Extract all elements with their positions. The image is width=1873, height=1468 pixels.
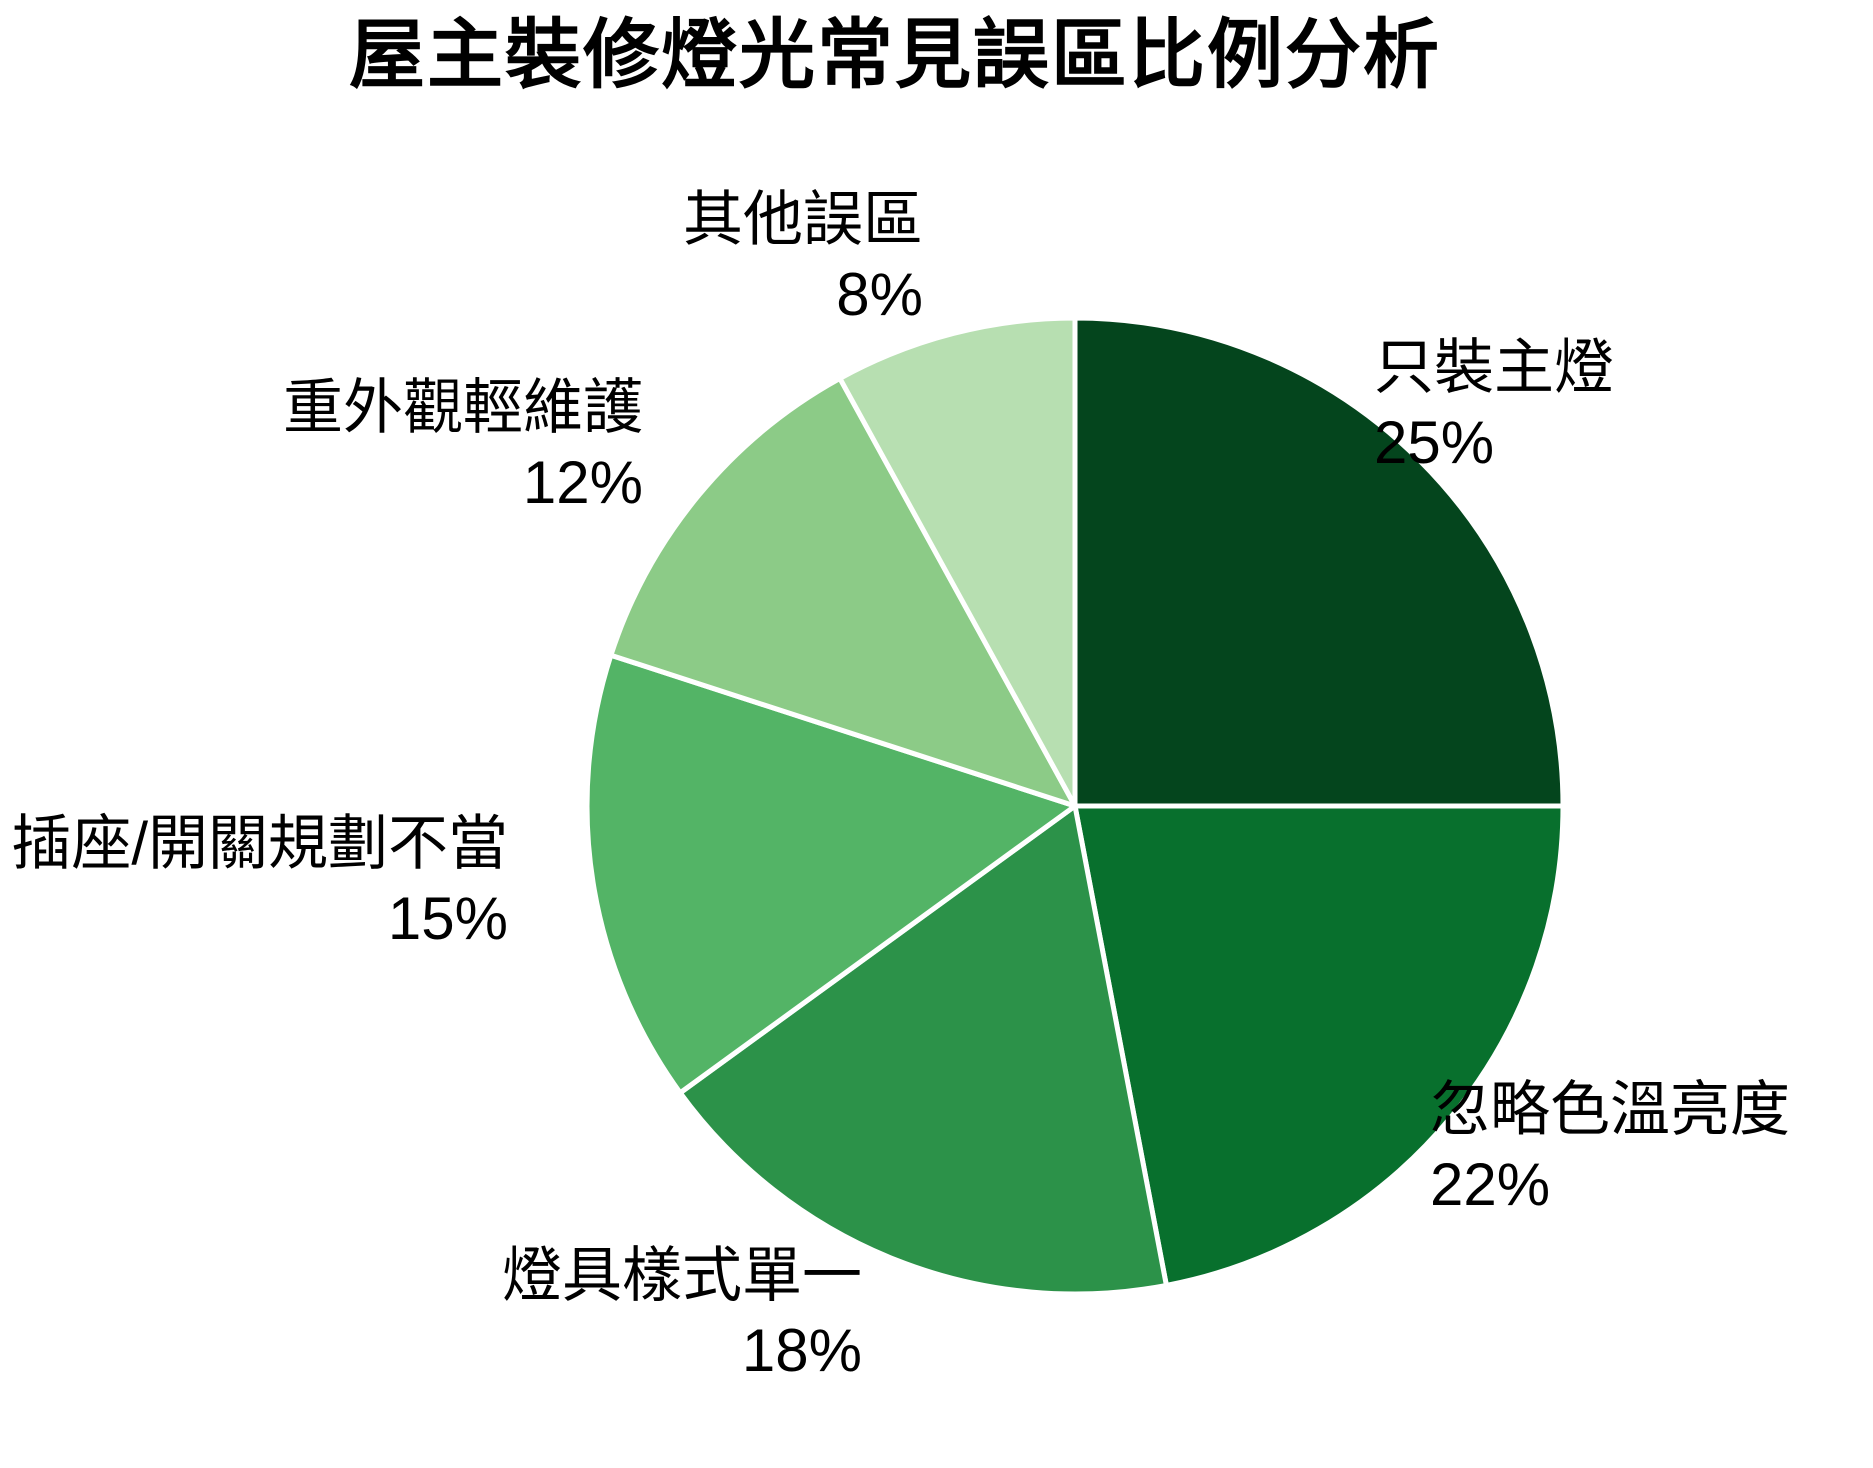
slice-pct-text: 18% [741,1317,862,1384]
pie-slice-0 [1072,315,1566,809]
slice-label-text: 只裝主燈 [1374,334,1614,401]
slice-pct-text: 8% [836,261,923,328]
slice-label-main-light-only: 只裝主燈 25% [1374,330,1614,480]
slice-label-other-mistakes: 其他誤區 8% [683,182,923,332]
slice-label-bad-outlet-switch-planning: 插座/開關規劃不當 15% [11,806,508,956]
pie-slice-3 [584,652,1078,1096]
slice-label-text: 其他誤區 [683,186,923,253]
pie-slice-1 [1072,803,1566,1288]
chart-title: 屋主裝修燈光常見誤區比例分析 [349,13,1441,98]
slice-label-text: 重外觀輕維護 [283,374,643,441]
slice-label-text: 忽略色溫亮度 [1430,1076,1790,1143]
slice-pct-text: 25% [1374,409,1495,476]
slice-pct-text: 12% [522,449,643,516]
slice-label-text: 插座/開關規劃不當 [11,810,508,877]
slice-label-text: 燈具樣式單一 [502,1242,862,1309]
slice-label-single-fixture-style: 燈具樣式單一 18% [502,1238,862,1388]
slice-label-ignore-color-temp: 忽略色溫亮度 22% [1430,1072,1790,1222]
slice-pct-text: 22% [1430,1151,1551,1218]
slice-pct-text: 15% [387,885,508,952]
slice-label-looks-over-maintenance: 重外觀輕維護 12% [283,370,643,520]
pie-slice-2 [677,803,1169,1297]
pie-slice-5 [837,315,1078,809]
pie-slice-4 [608,375,1078,809]
